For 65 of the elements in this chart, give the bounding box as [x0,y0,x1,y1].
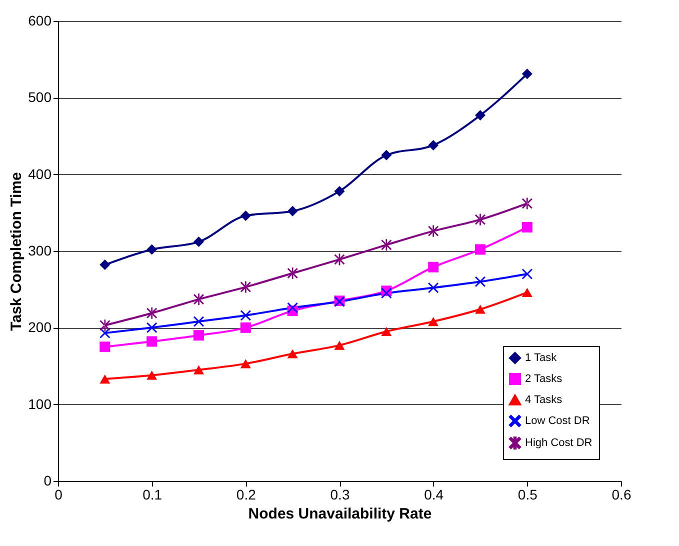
point [146,322,158,333]
point [240,210,251,221]
point [475,110,486,121]
point [194,316,204,327]
point [100,374,110,384]
y-axis-title: Task Completion Time [8,172,26,331]
x-axis-title: Nodes Unavailability Rate [248,506,432,522]
legend-label: 4 Tasks [525,394,563,406]
point [334,340,345,350]
point [381,239,392,251]
point [475,304,486,314]
point [287,206,298,216]
y-tick-label: 300 [28,242,52,258]
point [240,281,251,293]
point [428,282,439,294]
x-tick-label: 0.4 [424,486,444,502]
y-tick-label: 200 [28,319,52,336]
point [428,225,439,237]
y-tick-label: 0 [44,472,52,488]
y-tick-label: 500 [28,89,52,106]
x-tick-label: 0.3 [330,486,350,502]
point [381,326,392,336]
point [381,150,392,160]
y-tick-label: 600 [28,12,52,28]
point [287,267,298,279]
point [146,307,158,319]
point [240,322,251,333]
point [428,316,439,326]
point [146,244,158,255]
point [334,186,345,196]
point [100,260,110,270]
legend-label: 1 Task [525,352,558,364]
y-tick-label: 400 [28,166,52,182]
point [240,359,251,368]
point [428,140,439,150]
legend-label: Low Cost DR [525,415,590,427]
legend-label: 2 Tasks [525,373,563,385]
point [522,68,532,80]
point [194,330,204,341]
point [240,310,251,321]
point [428,262,439,272]
point [522,268,532,280]
legend-label: High Cost DR [525,437,592,449]
point [334,254,345,266]
point [194,236,204,248]
point [146,336,158,347]
x-tick-label: 0.6 [612,486,632,502]
point [100,342,110,352]
point [475,214,486,226]
point [522,198,532,210]
point [475,276,486,287]
point [146,370,158,380]
point [522,222,532,232]
x-tick-label: 0 [54,486,63,502]
x-tick-label: 0.1 [142,486,162,502]
y-tick-label: 100 [28,396,52,412]
point [194,294,204,306]
point [475,244,486,255]
x-tick-label: 0.5 [518,486,538,502]
point [287,349,298,358]
point [287,302,298,313]
point [100,320,110,332]
point [194,365,204,374]
point [522,288,532,297]
x-tick-label: 0.2 [236,486,256,502]
